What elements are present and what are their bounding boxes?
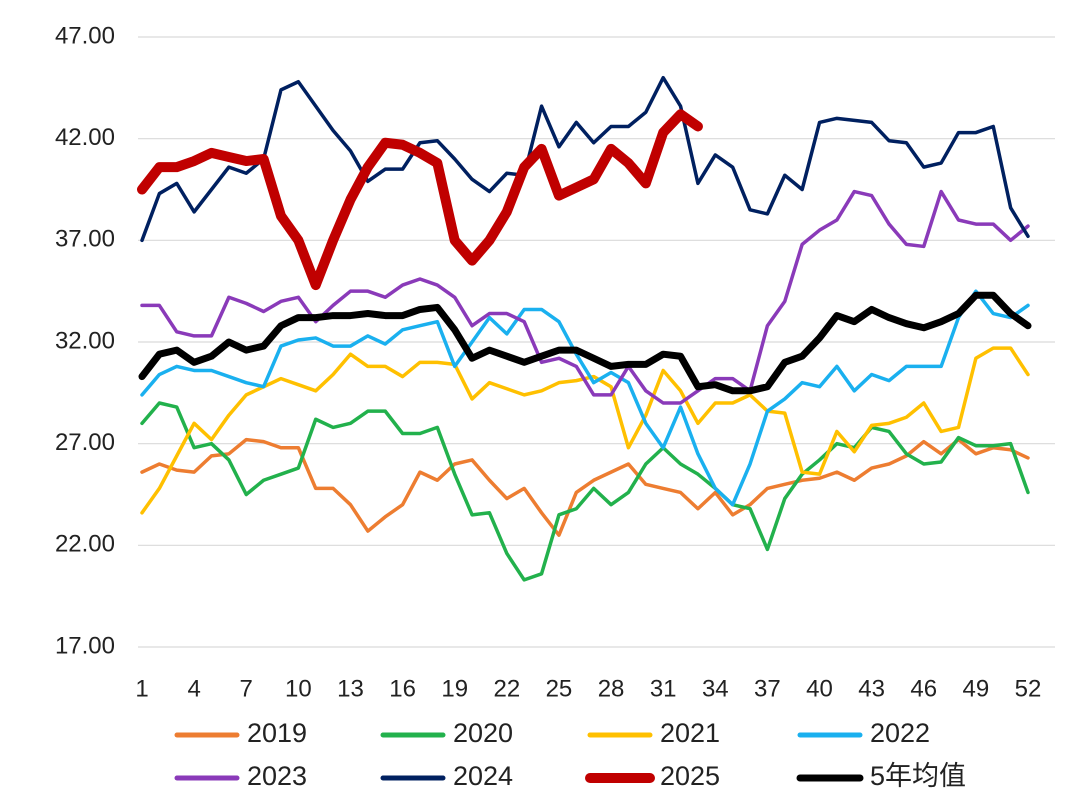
x-tick-label: 28 [598,675,625,702]
series-line [140,75,1030,243]
x-tick-label: 1 [135,675,148,702]
x-tick-label: 4 [187,675,200,702]
series-line [140,401,1030,582]
series-line [140,289,1030,507]
legend-label: 2024 [453,761,513,791]
legend-label: 2020 [453,718,513,748]
x-tick-label: 49 [963,675,990,702]
x-tick-label: 31 [650,675,677,702]
x-tick-label: 37 [754,675,781,702]
x-tick-label: 13 [337,675,364,702]
legend-label: 2025 [660,761,720,791]
x-tick-label: 46 [910,675,937,702]
x-tick-label: 52 [1015,675,1042,702]
x-tick-label: 7 [240,675,253,702]
legend-label: 2019 [247,718,307,748]
series-line [137,109,703,291]
y-tick-label: 27.00 [55,429,115,456]
legend-label: 2021 [660,718,720,748]
legend-label: 2023 [247,761,307,791]
y-tick-label: 37.00 [55,226,115,253]
y-tick-label: 17.00 [55,632,115,659]
y-tick-label: 47.00 [55,22,115,49]
x-tick-label: 10 [285,675,312,702]
y-tick-label: 32.00 [55,327,115,354]
y-tick-label: 42.00 [55,124,115,151]
series-line [138,291,1032,395]
y-tick-label: 22.00 [55,531,115,558]
x-tick-label: 19 [441,675,468,702]
x-tick-label: 25 [546,675,573,702]
x-tick-label: 34 [702,675,729,702]
legend-label: 2022 [870,718,930,748]
series-line [140,437,1030,537]
legend-label: 5年均值 [870,761,966,791]
x-tick-label: 22 [493,675,520,702]
x-tick-label: 43 [858,675,885,702]
x-tick-label: 40 [806,675,833,702]
x-tick-label: 16 [389,675,416,702]
series-line [140,189,1030,405]
